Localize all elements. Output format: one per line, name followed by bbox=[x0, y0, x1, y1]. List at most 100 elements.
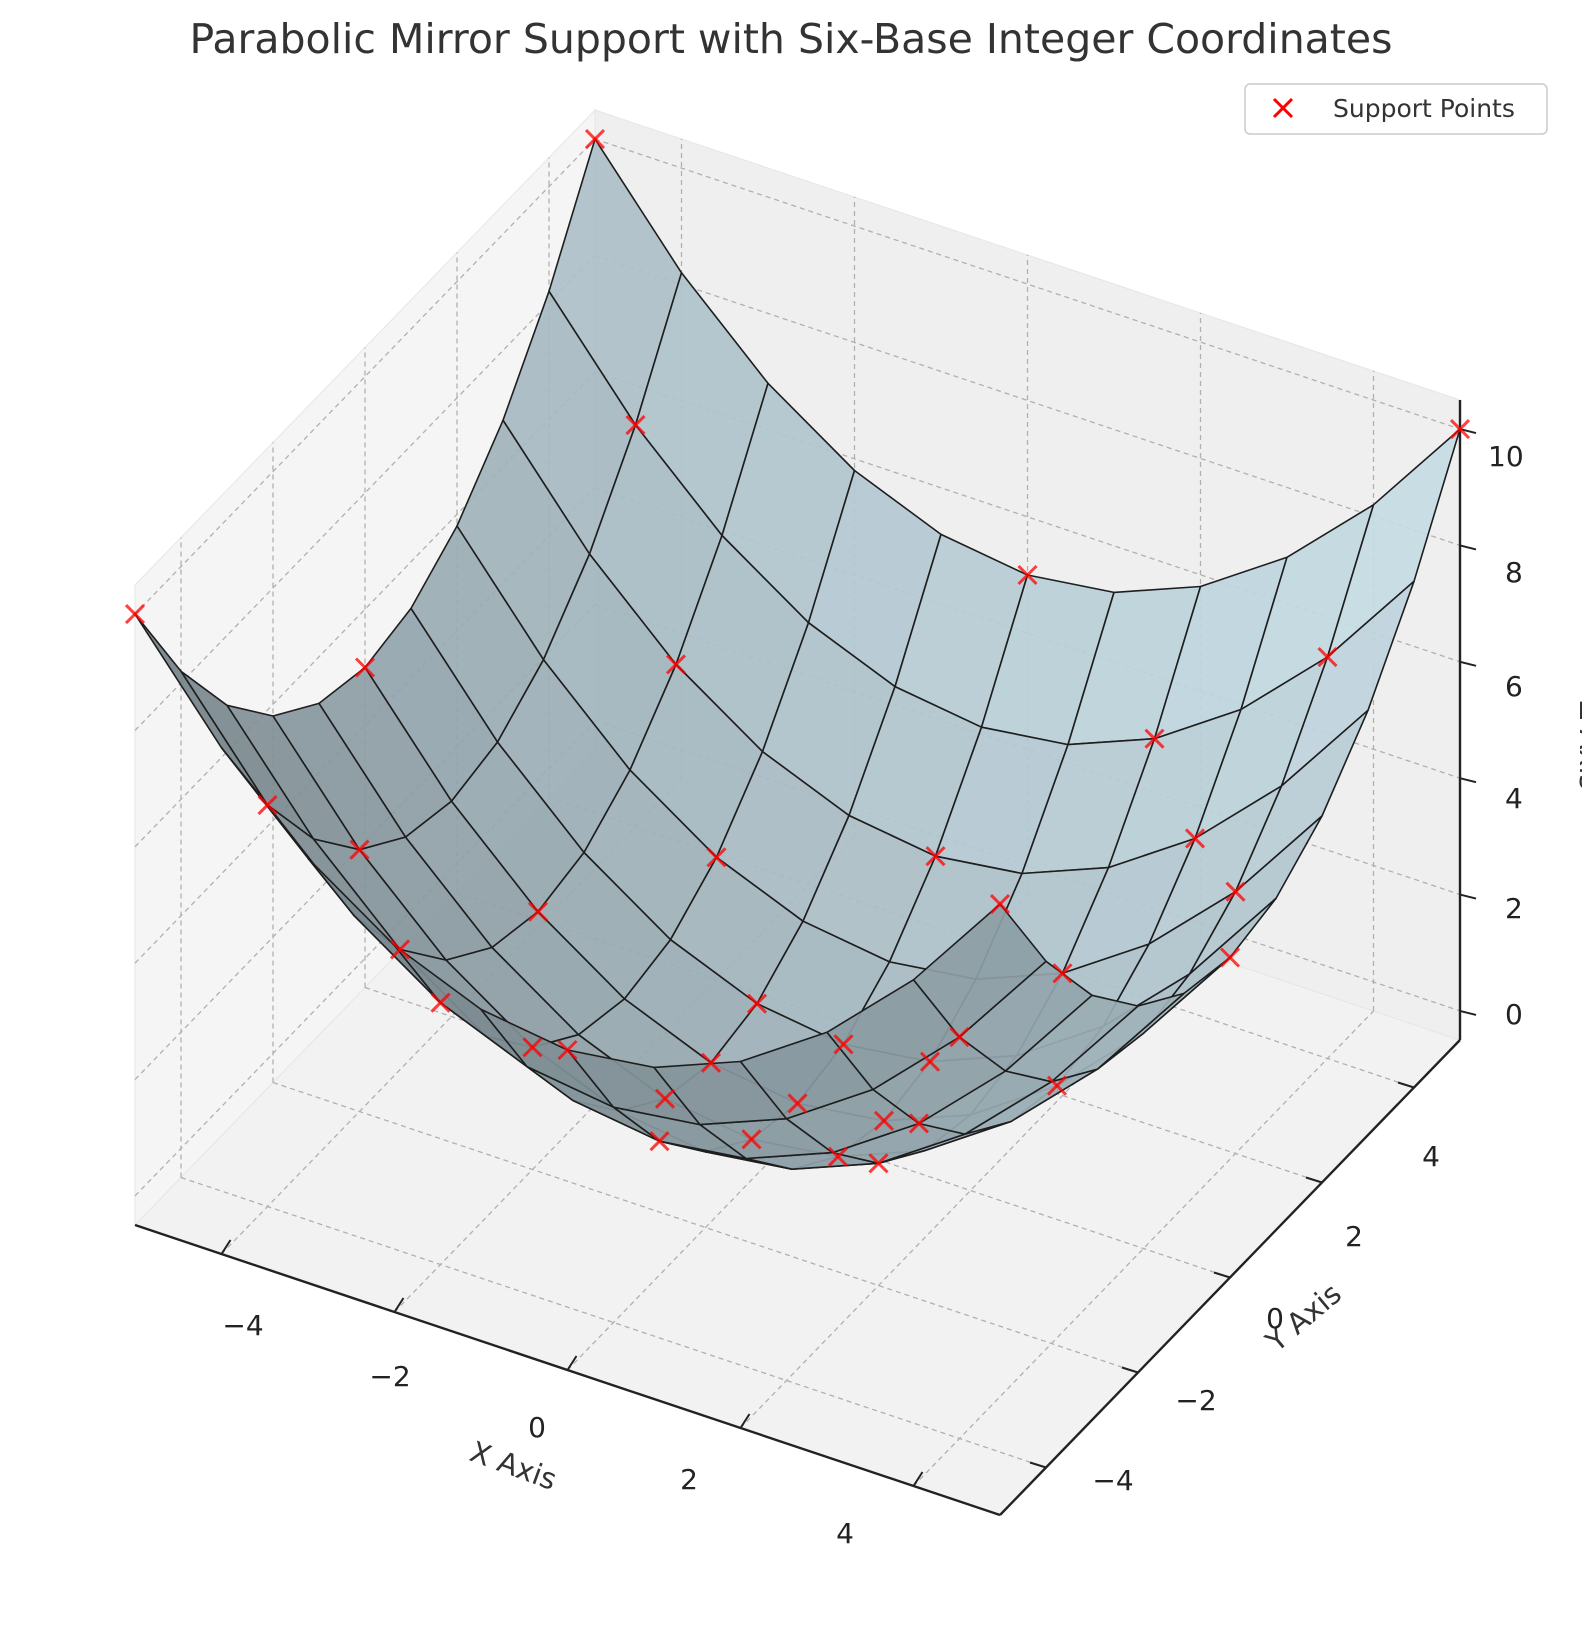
support-point-stroke bbox=[787, 1093, 808, 1114]
support-point bbox=[625, 414, 646, 436]
support-point bbox=[949, 1026, 970, 1048]
x-tick-mark bbox=[566, 1355, 578, 1371]
support-point bbox=[354, 657, 376, 678]
support-point-stroke bbox=[654, 1088, 676, 1109]
support-point-stroke bbox=[700, 1052, 722, 1073]
legend-marker-x-icon bbox=[1272, 97, 1294, 119]
support-point-stroke bbox=[741, 1129, 762, 1150]
support-point-stroke bbox=[389, 939, 411, 960]
legend-box bbox=[1244, 83, 1548, 135]
support-point-stroke bbox=[833, 1034, 854, 1055]
y-tick-label: −2 bbox=[1175, 1384, 1216, 1417]
z-tick-mark bbox=[1459, 1009, 1477, 1016]
support-point-stroke bbox=[925, 846, 946, 867]
grid-line bbox=[548, 796, 1415, 1089]
y-tick-label: 2 bbox=[1345, 1220, 1363, 1253]
support-point bbox=[557, 1039, 578, 1061]
support-point bbox=[1017, 564, 1038, 586]
y-tick-labels: −4 −2 0 2 4 bbox=[1092, 1140, 1440, 1497]
y-tick-mark bbox=[1305, 1176, 1323, 1184]
support-point-stroke bbox=[124, 604, 146, 625]
y-tick-mark bbox=[1213, 1271, 1231, 1279]
x-tick-label: 4 bbox=[836, 1517, 854, 1550]
support-point-stroke bbox=[354, 657, 376, 678]
support-point-stroke bbox=[1449, 419, 1471, 440]
support-point-stroke bbox=[349, 839, 370, 860]
grid-line bbox=[180, 1176, 1047, 1469]
support-point-stroke bbox=[1225, 881, 1246, 902]
support-point bbox=[1052, 963, 1073, 984]
support-point bbox=[257, 794, 278, 816]
support-point-stroke bbox=[665, 654, 687, 675]
grid-line bbox=[594, 603, 1461, 896]
grid-line bbox=[456, 891, 1323, 1184]
support-point bbox=[746, 993, 768, 1014]
grid-line bbox=[134, 138, 596, 615]
support-point-stroke bbox=[949, 1026, 970, 1048]
y-tick-mark bbox=[1029, 1461, 1047, 1469]
grid-line bbox=[913, 1010, 1374, 1487]
x-axis-label: X Axis bbox=[466, 1434, 562, 1496]
legend: Support Points bbox=[1244, 83, 1548, 135]
support-point bbox=[925, 846, 946, 867]
support-point-stroke bbox=[1219, 947, 1241, 968]
support-point bbox=[1225, 881, 1246, 902]
support-point bbox=[584, 129, 606, 150]
support-point-stroke bbox=[868, 1153, 889, 1174]
support-point-stroke bbox=[1052, 963, 1073, 984]
x-tick-mark bbox=[220, 1239, 232, 1255]
support-point bbox=[868, 1153, 889, 1174]
x-tick-label: −2 bbox=[369, 1360, 410, 1393]
support-point-stroke bbox=[625, 414, 646, 436]
support-point bbox=[522, 1037, 543, 1058]
z-tick-mark bbox=[1459, 777, 1477, 784]
support-point bbox=[665, 654, 687, 675]
support-point bbox=[1219, 947, 1241, 968]
support-point bbox=[1144, 728, 1165, 749]
grid-line bbox=[272, 1081, 1139, 1374]
support-points-series bbox=[124, 129, 1471, 1174]
support-point bbox=[873, 1110, 895, 1131]
x-tick-mark bbox=[393, 1297, 405, 1313]
support-point bbox=[1046, 1075, 1068, 1096]
support-point-stroke bbox=[1144, 728, 1165, 749]
z-tick-label: 8 bbox=[1505, 556, 1523, 589]
support-point bbox=[827, 1146, 849, 1167]
legend-entry-support-points: Support Points bbox=[1333, 94, 1515, 123]
support-point-stroke bbox=[527, 901, 549, 922]
surface-facet bbox=[912, 903, 1047, 1038]
x-tick-label: 0 bbox=[528, 1411, 546, 1444]
z-tick-label: 6 bbox=[1505, 670, 1523, 703]
axes bbox=[134, 400, 1477, 1517]
support-point-stroke bbox=[1184, 828, 1206, 849]
x-tick-label: 2 bbox=[680, 1463, 698, 1496]
support-point bbox=[1184, 828, 1206, 849]
grid-line bbox=[594, 254, 1461, 547]
y-tick-mark bbox=[1397, 1081, 1415, 1089]
support-point-stroke bbox=[989, 894, 1011, 915]
grid-line bbox=[134, 255, 596, 731]
support-point bbox=[389, 939, 411, 960]
support-point-stroke bbox=[746, 993, 768, 1014]
z-tick-labels: 0 2 4 6 8 10 bbox=[1488, 440, 1524, 1031]
support-point-stroke bbox=[1317, 646, 1338, 668]
support-point bbox=[1449, 419, 1471, 440]
support-point bbox=[527, 901, 549, 922]
support-point bbox=[706, 847, 727, 868]
grid-line bbox=[594, 138, 1461, 430]
y-tick-label: 4 bbox=[1422, 1140, 1440, 1173]
support-point bbox=[908, 1113, 930, 1134]
support-point bbox=[649, 1131, 670, 1152]
z-tick-label: 10 bbox=[1488, 440, 1524, 473]
z-tick-mark bbox=[1459, 544, 1477, 551]
y-tick-label: 0 bbox=[1266, 1302, 1284, 1335]
support-point bbox=[919, 1051, 941, 1072]
support-point-stroke bbox=[584, 129, 606, 150]
support-point bbox=[349, 839, 370, 860]
support-point-stroke bbox=[649, 1131, 670, 1152]
support-point-stroke bbox=[827, 1146, 849, 1167]
chart-title: Parabolic Mirror Support with Six-Base I… bbox=[190, 15, 1393, 63]
z-tick-mark bbox=[1459, 893, 1477, 900]
